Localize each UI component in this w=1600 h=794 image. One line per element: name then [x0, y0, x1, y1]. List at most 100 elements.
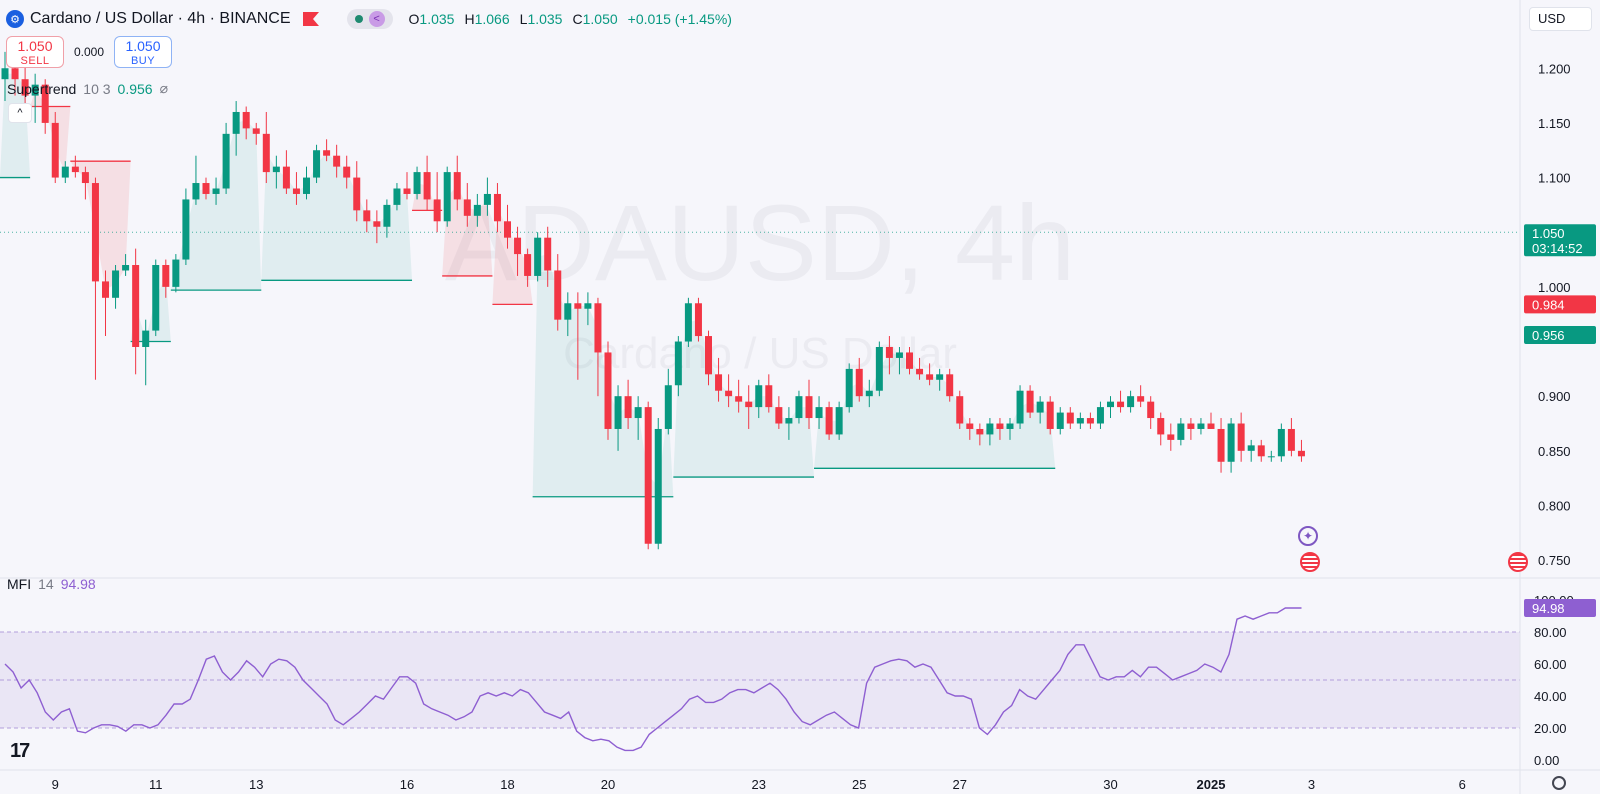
- spread-value: 0.000: [73, 45, 105, 59]
- candle-body: [423, 172, 431, 200]
- candle: [524, 248, 532, 287]
- candle-body: [715, 374, 723, 391]
- candle: [825, 401, 833, 440]
- candle-body: [373, 221, 381, 227]
- candle-body: [725, 390, 733, 397]
- currency-select[interactable]: USD: [1529, 7, 1592, 31]
- mfi-legend[interactable]: MFI 14 94.98: [7, 576, 96, 592]
- candle: [1257, 439, 1265, 462]
- candle: [403, 172, 411, 200]
- supertrend-legend[interactable]: Supertrend 10 3 0.956 ⌀: [7, 80, 168, 97]
- candle-body: [765, 385, 773, 408]
- candle: [1117, 390, 1125, 413]
- x-tick-label: 6: [1459, 777, 1466, 792]
- candle-body: [966, 423, 974, 429]
- candle-body: [11, 68, 19, 80]
- candle-body: [1187, 423, 1195, 429]
- candle-body: [1287, 428, 1295, 451]
- candle-body: [403, 188, 411, 194]
- candle-body: [1137, 396, 1145, 402]
- candle: [534, 232, 542, 282]
- candle: [343, 155, 351, 189]
- candle: [574, 292, 582, 380]
- us-flag-icon[interactable]: [1508, 552, 1528, 572]
- candle: [1036, 396, 1044, 424]
- candle: [1147, 396, 1155, 429]
- candle-body: [885, 346, 893, 358]
- y-tick-label: 1.200: [1538, 61, 1571, 76]
- candle: [694, 297, 702, 342]
- cardano-logo-icon: ⚙: [6, 10, 24, 28]
- candle: [966, 418, 974, 440]
- candle: [152, 259, 160, 337]
- ohlc-low-label: L: [519, 11, 528, 27]
- candle-body: [453, 172, 461, 200]
- candle: [313, 144, 321, 184]
- x-tick-label: 16: [400, 777, 414, 792]
- candle-body: [353, 177, 361, 211]
- candle: [192, 155, 200, 205]
- us-flag-icon[interactable]: [1300, 552, 1320, 572]
- candle-body: [554, 270, 562, 320]
- collapse-legend-button[interactable]: ^: [8, 103, 32, 123]
- candle-body: [162, 265, 170, 287]
- y-tick-label: 0.800: [1538, 498, 1571, 513]
- share-icon[interactable]: <: [368, 11, 385, 27]
- ohlc-high: 1.066: [474, 11, 510, 27]
- candle: [443, 166, 451, 227]
- supertrend-fill: [814, 352, 1056, 469]
- candle-body: [1006, 423, 1014, 429]
- ohlc-close: 1.050: [582, 11, 618, 27]
- hide-indicator-icon[interactable]: ⌀: [159, 80, 169, 96]
- candle-body: [564, 303, 572, 320]
- candle: [584, 292, 592, 326]
- candle: [544, 226, 552, 287]
- x-tick-label: 3: [1308, 777, 1315, 792]
- buy-button[interactable]: 1.050 BUY: [114, 36, 172, 68]
- sell-button[interactable]: 1.050 SELL: [6, 36, 64, 68]
- last-price-tag-bg: [1524, 224, 1596, 257]
- candle-body: [634, 407, 642, 419]
- candle-body: [1107, 401, 1114, 408]
- candle: [855, 357, 863, 402]
- candle: [845, 363, 853, 413]
- sell-label: SELL: [20, 55, 50, 67]
- ohlc-close-label: C: [572, 11, 583, 27]
- candle: [906, 346, 913, 375]
- gear-icon[interactable]: [1552, 776, 1566, 790]
- candle-body: [1076, 418, 1084, 424]
- candle: [815, 396, 823, 429]
- flag-icon[interactable]: [302, 12, 319, 26]
- candle-body: [1, 68, 9, 80]
- candle: [916, 357, 924, 380]
- tradingview-logo[interactable]: 17: [10, 740, 30, 762]
- last-price-tag-text: 1.050: [1532, 226, 1565, 241]
- candle: [1076, 412, 1084, 429]
- candle: [775, 396, 783, 429]
- candle-body: [91, 183, 99, 282]
- x-tick-label: 23: [752, 777, 766, 792]
- symbol-title[interactable]: Cardano / US Dollar · 4h · BINANCE: [30, 10, 291, 27]
- candle: [504, 204, 511, 249]
- candle: [1267, 450, 1275, 462]
- candle: [835, 401, 843, 440]
- candle: [1277, 423, 1285, 462]
- candle-body: [745, 401, 753, 408]
- status-pill[interactable]: <: [346, 9, 393, 29]
- candle: [71, 155, 79, 178]
- candle-body: [303, 177, 310, 194]
- candle: [1197, 418, 1205, 435]
- candle-body: [202, 183, 210, 194]
- star-icon[interactable]: ✦: [1298, 526, 1318, 546]
- candle: [745, 385, 753, 429]
- candle-body: [363, 210, 371, 222]
- candle-body: [1277, 428, 1285, 457]
- candle: [554, 254, 562, 331]
- candle-body: [654, 428, 662, 544]
- candle: [946, 368, 954, 402]
- candle-body: [473, 204, 481, 216]
- candle-body: [755, 385, 763, 408]
- x-tick-label: 13: [249, 777, 263, 792]
- x-tick-label: 30: [1103, 777, 1117, 792]
